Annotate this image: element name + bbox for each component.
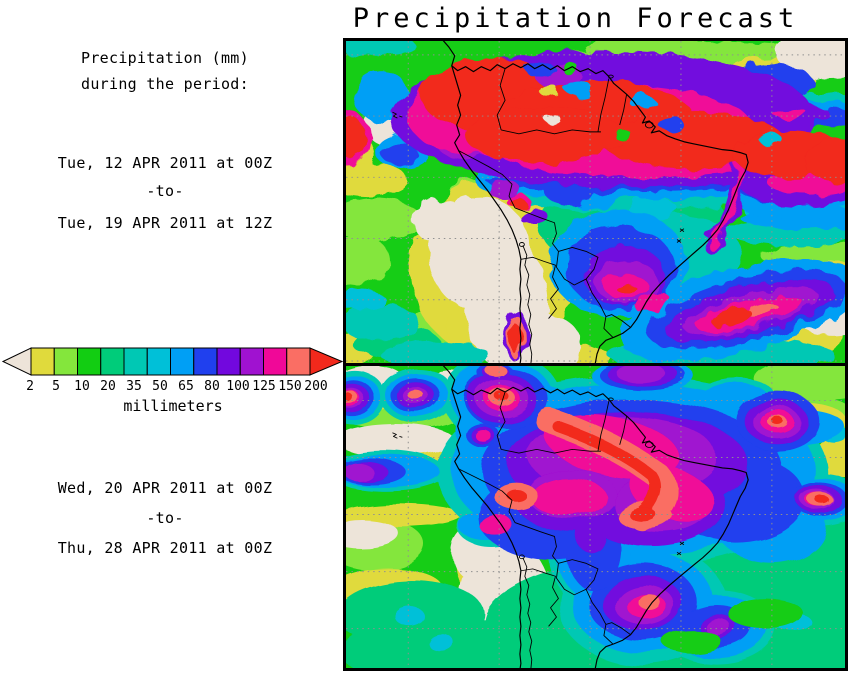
colorbar-box <box>286 347 311 376</box>
period1-start: Tue, 12 APR 2011 at 00Z <box>57 154 273 172</box>
map-panel <box>343 38 848 671</box>
period2-start: Wed, 20 APR 2011 at 00Z <box>57 479 273 497</box>
forecast-map-lower <box>346 366 845 668</box>
coastal-islet-marks <box>676 228 685 243</box>
map-divider <box>346 363 845 366</box>
colorbar-box <box>100 347 125 376</box>
legend-heading-line2: during the period: <box>81 75 249 93</box>
precipitation-field-lower <box>346 366 845 668</box>
colorbar-tick-label: 125 <box>252 379 275 394</box>
marajo-island <box>644 121 654 129</box>
colorbar-box <box>53 347 78 376</box>
colorbar: 2 5 10 20 35 50 65 80 100 125 150 200 mi… <box>1 347 344 415</box>
colorbar-tick-label: 20 <box>100 379 116 394</box>
page-title: Precipitation Forecast <box>352 3 799 34</box>
colorbar-tick-label: 65 <box>178 379 194 394</box>
colorbar-tick-label: 100 <box>226 379 249 394</box>
colorbar-tick-label: 5 <box>52 379 60 394</box>
period1-separator: -to- <box>146 182 184 200</box>
colorbar-tick-label: 150 <box>278 379 301 394</box>
legend-heading-line1: Precipitation (mm) <box>81 49 249 67</box>
lake-titicaca <box>518 242 525 247</box>
coastline <box>392 41 749 363</box>
period2-separator: -to- <box>146 509 184 527</box>
period1-end: Tue, 19 APR 2011 at 12Z <box>57 214 273 232</box>
colorbar-box <box>30 347 55 376</box>
colorbar-tick-label: 10 <box>74 379 90 394</box>
colorbar-box <box>193 347 218 376</box>
colorbar-tick-label: 2 <box>26 379 34 394</box>
colorbar-box <box>263 347 288 376</box>
colorbar-box <box>170 347 195 376</box>
colorbar-unit-label: millimeters <box>123 397 222 415</box>
colorbar-tick-label: 50 <box>152 379 168 394</box>
colorbar-box <box>216 347 241 376</box>
forecast-map-upper <box>346 41 845 363</box>
period2-end: Thu, 28 APR 2011 at 00Z <box>57 539 273 557</box>
colorbar-overflow-arrow <box>309 347 344 376</box>
colorbar-box <box>146 347 171 376</box>
colorbar-tick-label: 35 <box>126 379 142 394</box>
colorbar-tick-label: 200 <box>304 379 327 394</box>
colorbar-tick-label: 80 <box>204 379 220 394</box>
colorbar-box <box>77 347 102 376</box>
colorbar-tick-labels: 2 5 10 20 35 50 65 80 100 125 150 200 <box>26 379 328 394</box>
colorbar-underflow-arrow <box>1 347 32 376</box>
precipitation-field-upper <box>346 41 845 363</box>
colorbar-scale <box>1 347 344 376</box>
colorbar-box <box>123 347 148 376</box>
galapagos-island <box>392 111 403 119</box>
colorbar-box <box>239 347 264 376</box>
trinidad-island <box>607 74 614 79</box>
